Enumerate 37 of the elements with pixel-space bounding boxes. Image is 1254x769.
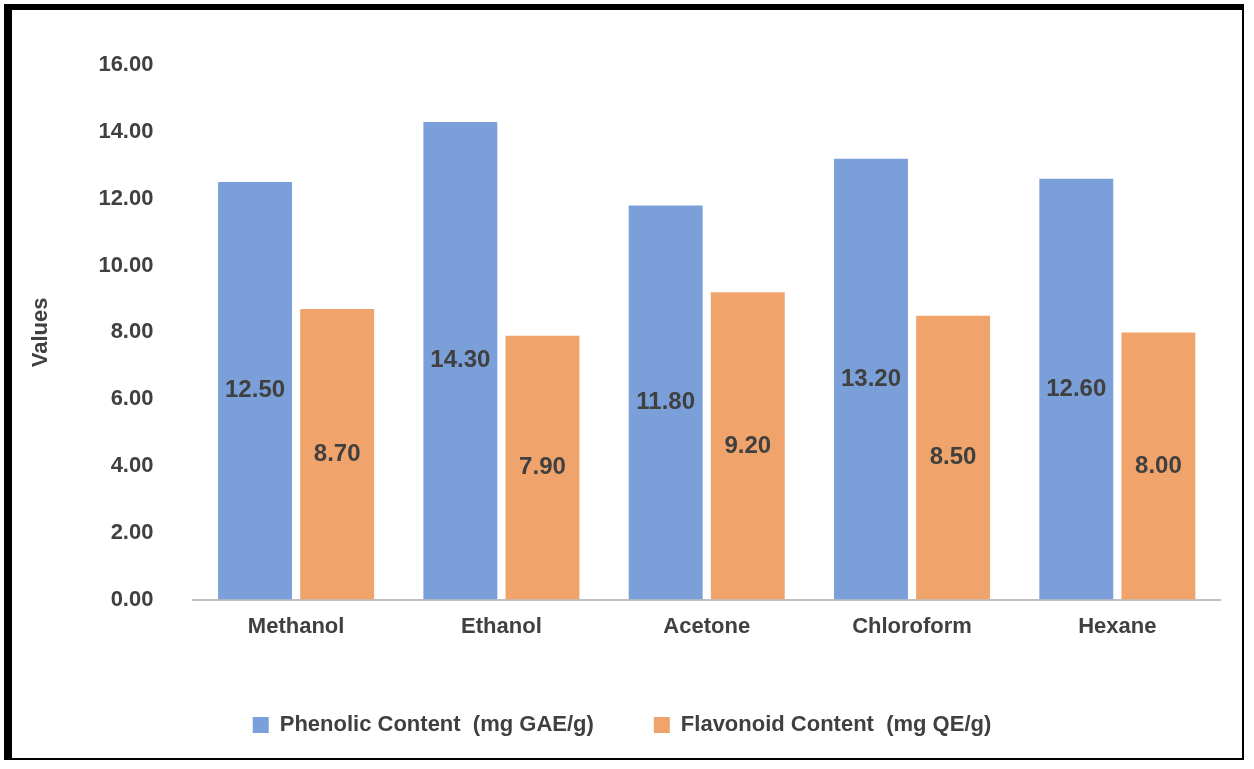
bar bbox=[710, 292, 785, 600]
x-tick-label: Acetone bbox=[663, 612, 751, 638]
data-label: 8.70 bbox=[313, 438, 361, 466]
y-tick-label: 10.00 bbox=[98, 251, 154, 277]
y-tick-label: 4.00 bbox=[110, 452, 154, 478]
bar bbox=[505, 335, 580, 600]
data-label: 8.00 bbox=[1135, 450, 1182, 478]
y-tick-label: 0.00 bbox=[110, 585, 154, 611]
y-tick-label: 16.00 bbox=[98, 51, 154, 77]
legend-label: Phenolic Content (mg GAE/g) bbox=[279, 711, 594, 737]
bar bbox=[834, 158, 908, 600]
data-label: 14.30 bbox=[430, 345, 491, 373]
legend-label: Flavonoid Content (mg QE/g) bbox=[680, 711, 992, 737]
y-tick-label: 8.00 bbox=[110, 318, 154, 344]
y-tick-label: 2.00 bbox=[110, 518, 154, 544]
x-tick-label: Methanol bbox=[247, 612, 345, 638]
bar bbox=[1039, 178, 1114, 600]
x-tick-label: Chloroform bbox=[852, 612, 972, 638]
y-tick-label: 6.00 bbox=[110, 385, 154, 411]
data-label: 9.20 bbox=[724, 430, 772, 458]
data-label: 12.50 bbox=[225, 375, 286, 403]
bar bbox=[916, 315, 991, 600]
x-tick-label: Hexane bbox=[1078, 612, 1157, 638]
data-label: 12.60 bbox=[1046, 373, 1107, 401]
data-label: 8.50 bbox=[929, 442, 977, 470]
data-label: 11.80 bbox=[636, 387, 696, 415]
data-label: 13.20 bbox=[840, 363, 902, 391]
data-label: 7.90 bbox=[519, 452, 566, 480]
y-axis-title: Values bbox=[27, 297, 53, 368]
bar bbox=[300, 309, 375, 600]
bar bbox=[218, 182, 292, 600]
bar bbox=[423, 121, 498, 600]
bar bbox=[1121, 332, 1196, 600]
x-tick-label: Ethanol bbox=[461, 612, 542, 638]
y-tick-label: 14.00 bbox=[98, 118, 154, 144]
bar bbox=[628, 205, 703, 600]
y-tick-label: 12.00 bbox=[98, 184, 154, 210]
